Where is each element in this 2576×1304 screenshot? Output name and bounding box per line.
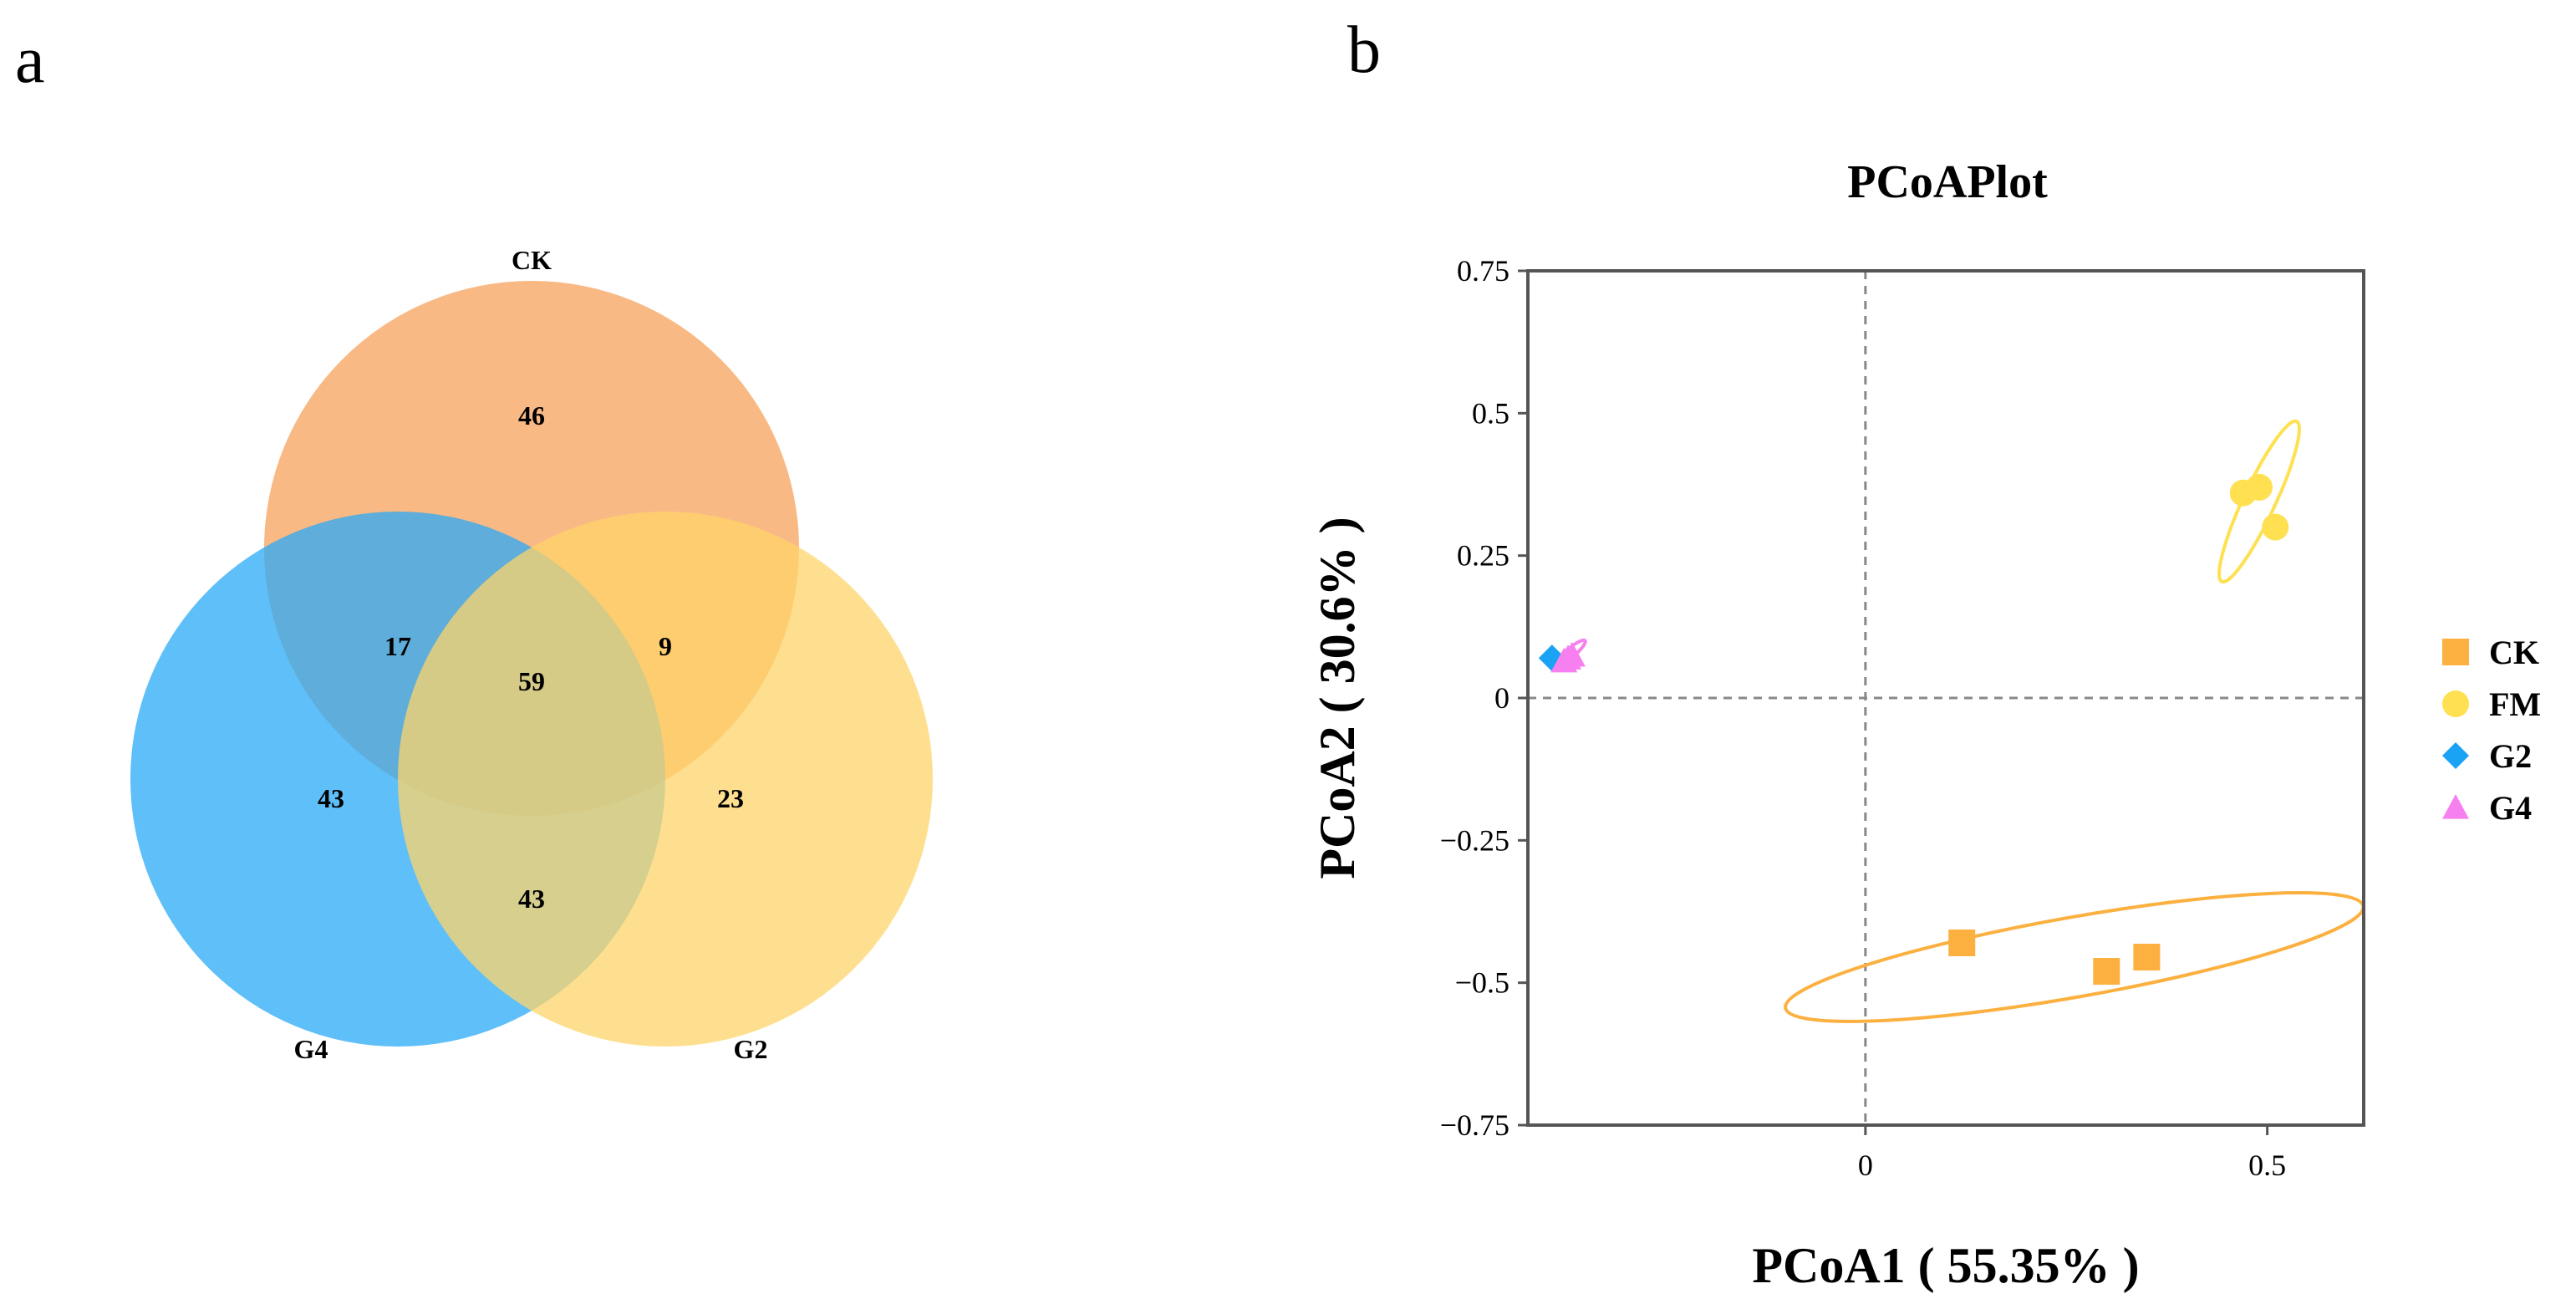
ellipse-fm bbox=[2217, 419, 2301, 584]
point-fm bbox=[2262, 513, 2289, 541]
legend-label-ck: CK bbox=[2489, 634, 2539, 671]
point-ck bbox=[1948, 929, 1976, 956]
venn-diagram: CK G4 G2 46 43 23 17 9 43 59 bbox=[130, 245, 933, 1064]
y-tick-label: 0.25 bbox=[1457, 539, 1509, 573]
legend-label-fm: FM bbox=[2489, 685, 2541, 723]
y-tick-label: 0 bbox=[1494, 681, 1509, 715]
legend-marker-g4 bbox=[2442, 794, 2469, 819]
legend-marker-g2 bbox=[2442, 742, 2469, 769]
y-tick-label: −0.25 bbox=[1440, 823, 1509, 857]
ellipse-ck bbox=[1784, 891, 2365, 1023]
legend-marker-ck bbox=[2442, 639, 2469, 665]
x-tick-label: 0.5 bbox=[2248, 1149, 2286, 1182]
panel-a-label: a bbox=[15, 23, 45, 97]
y-axis-ticks: −0.75 −0.5 −0.25 0 0.25 0.5 0.75 bbox=[1440, 254, 1528, 1142]
venn-count-g4-only: 43 bbox=[318, 783, 344, 813]
legend-marker-fm bbox=[2442, 690, 2469, 717]
chart-title: PCoAPlot bbox=[1847, 156, 2048, 208]
point-g4 bbox=[1555, 644, 1582, 670]
point-ck bbox=[2133, 944, 2161, 971]
x-axis-ticks: 0 0.5 bbox=[1858, 1125, 2286, 1182]
y-tick-label: −0.5 bbox=[1455, 966, 1509, 1000]
y-axis-label: PCoA2 ( 30.6% ) bbox=[1310, 517, 1365, 879]
venn-circle-g2 bbox=[398, 512, 933, 1047]
x-tick-label: 0 bbox=[1858, 1149, 1873, 1182]
venn-set-label-g2: G2 bbox=[734, 1034, 768, 1064]
venn-count-g4-g2: 43 bbox=[518, 884, 545, 914]
data-points bbox=[1538, 473, 2289, 986]
venn-set-label-g4: G4 bbox=[294, 1034, 328, 1064]
venn-count-all: 59 bbox=[518, 666, 545, 696]
legend: CK FM G2 G4 bbox=[2442, 634, 2541, 827]
venn-count-g2-only: 23 bbox=[717, 783, 744, 813]
venn-set-label-ck: CK bbox=[512, 245, 552, 275]
point-ck bbox=[2093, 958, 2120, 986]
x-axis-label: PCoA1 ( 55.35% ) bbox=[1752, 1238, 2139, 1293]
y-tick-label: 0.5 bbox=[1472, 396, 1509, 430]
panel-b-label: b bbox=[1347, 13, 1381, 87]
point-fm bbox=[2246, 473, 2273, 501]
venn-count-ck-g2: 9 bbox=[659, 631, 672, 661]
y-tick-label: 0.75 bbox=[1457, 254, 1509, 288]
legend-label-g4: G4 bbox=[2489, 789, 2532, 827]
legend-label-g2: G2 bbox=[2489, 737, 2532, 775]
venn-count-ck-g4: 17 bbox=[384, 631, 411, 661]
y-tick-label: −0.75 bbox=[1440, 1108, 1509, 1142]
venn-count-ck-only: 46 bbox=[518, 400, 545, 430]
